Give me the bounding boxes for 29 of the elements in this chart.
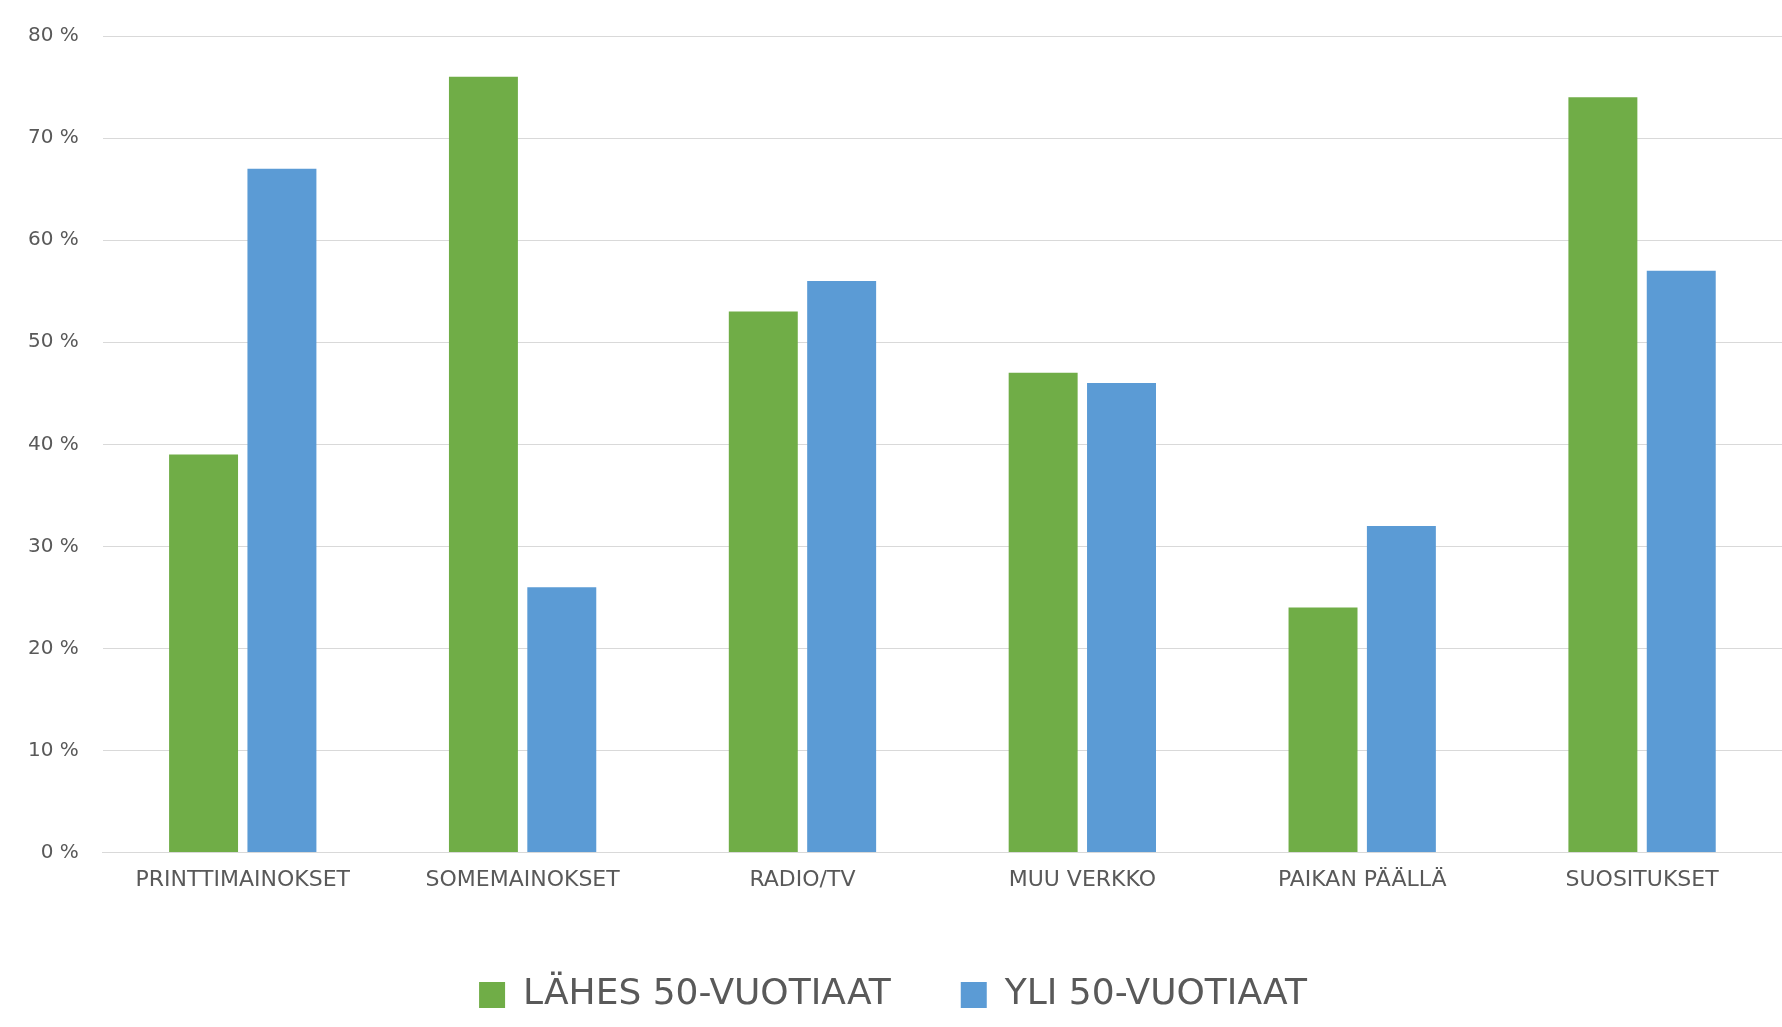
bar xyxy=(527,587,597,853)
y-tick-label: 70 % xyxy=(28,124,79,149)
y-tick-label: 60 % xyxy=(28,226,79,251)
x-tick-label: SOMEMAINOKSET xyxy=(425,865,621,891)
bar xyxy=(448,76,518,853)
x-tick-label: MUU VERKKO xyxy=(1008,865,1157,891)
x-tick-label: PRINTTIMAINOKSET xyxy=(135,865,351,891)
bar xyxy=(1366,525,1436,853)
legend-label: YLI 50-VUOTIAAT xyxy=(1003,971,1308,1013)
y-tick-label: 80 % xyxy=(28,22,79,47)
bar xyxy=(1568,97,1638,853)
y-tick-label: 20 % xyxy=(28,634,79,659)
y-tick-label: 30 % xyxy=(28,532,79,557)
y-tick-label: 0 % xyxy=(40,838,79,863)
bar xyxy=(807,280,877,853)
bar xyxy=(1288,607,1358,853)
bar xyxy=(728,311,798,853)
x-tick-label: SUOSITUKSET xyxy=(1565,865,1720,891)
bar xyxy=(247,168,317,853)
bar xyxy=(1087,383,1156,853)
x-tick-label: PAIKAN PÄÄLLÄ xyxy=(1277,865,1447,891)
x-tick-label: RADIO/TV xyxy=(749,865,856,891)
bar xyxy=(1008,372,1078,853)
bar xyxy=(1646,270,1716,853)
y-tick-label: 10 % xyxy=(28,736,79,761)
y-tick-label: 40 % xyxy=(28,430,79,455)
y-tick-label: 50 % xyxy=(28,328,79,353)
bar xyxy=(169,454,239,853)
legend-label: LÄHES 50-VUOTIAAT xyxy=(523,971,892,1013)
